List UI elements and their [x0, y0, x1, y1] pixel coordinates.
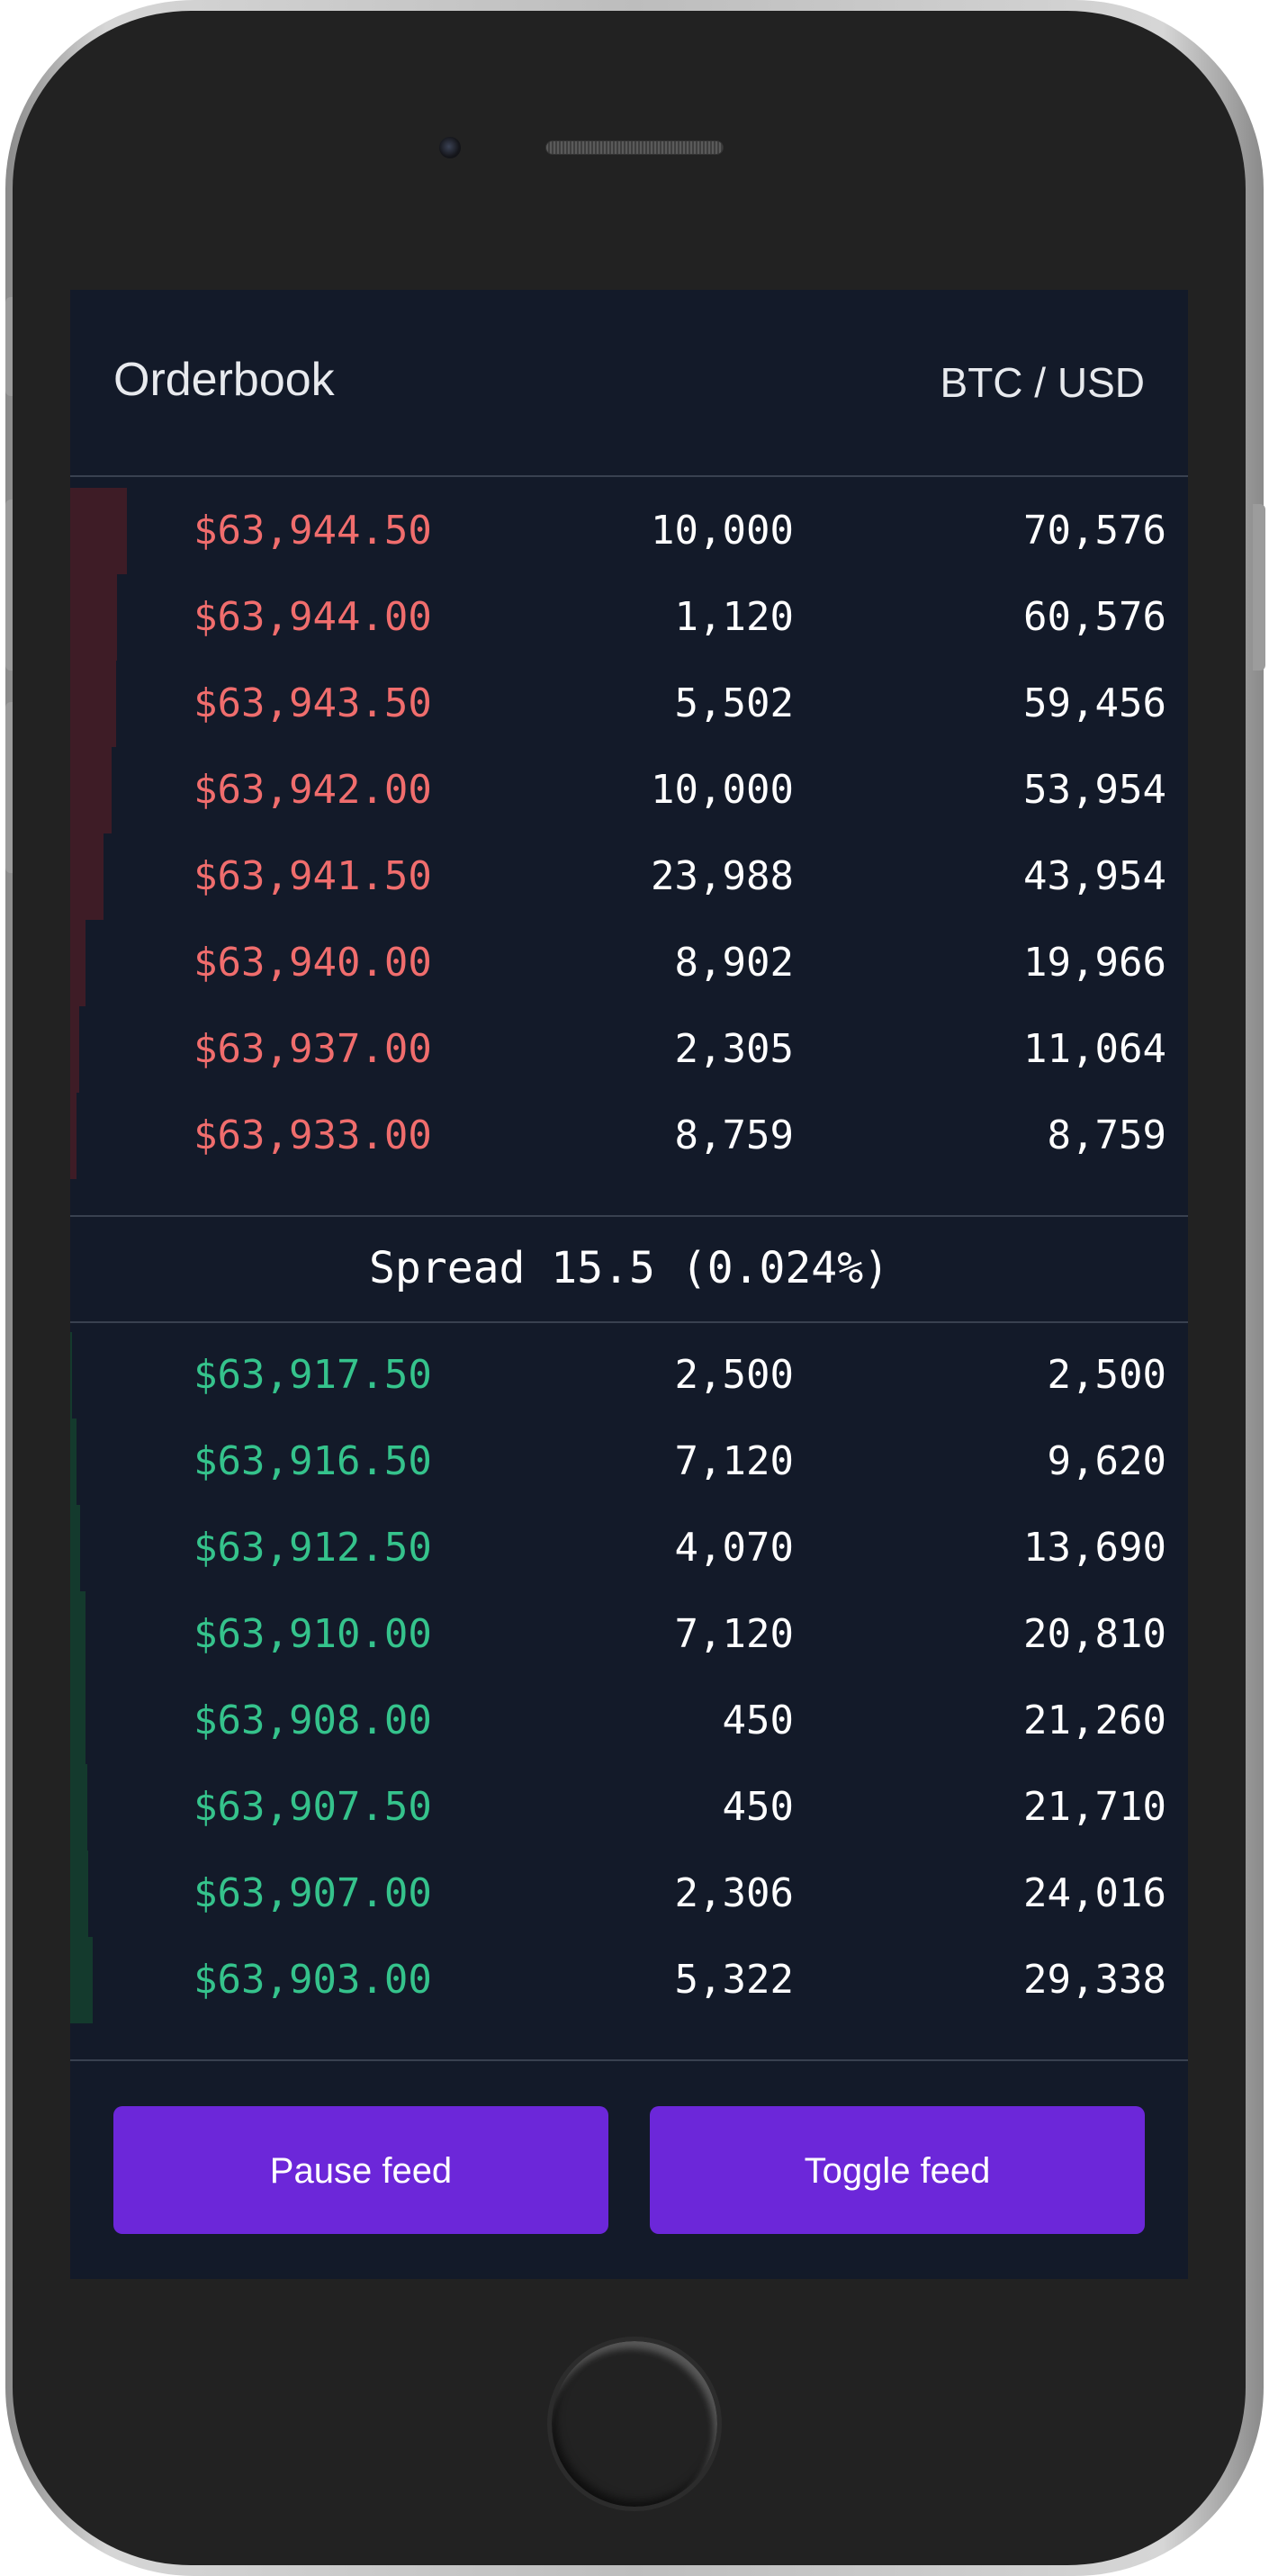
ask-total-cell: 70,576	[1023, 508, 1166, 554]
bid-row: $63,910.00 7,120 20,810	[70, 1591, 1188, 1678]
ask-price-cell: $63,941.50	[194, 853, 432, 899]
bid-price-cell: $63,903.00	[194, 1957, 432, 2003]
bid-row: $63,903.00 5,322 29,338	[70, 1937, 1188, 2023]
ask-total-cell: 60,576	[1023, 594, 1166, 640]
ask-price-cell: $63,940.00	[194, 940, 432, 986]
bid-depth-bar	[70, 1419, 76, 1505]
ask-depth-bar	[70, 661, 116, 747]
bid-price-cell: $63,916.50	[194, 1438, 432, 1484]
ask-depth-bar	[70, 833, 104, 920]
bid-depth-bar	[70, 1937, 93, 2023]
ask-row: $63,940.00 8,902 19,966	[70, 920, 1188, 1006]
ask-row: $63,944.50 10,000 70,576	[70, 488, 1188, 574]
ask-total-cell: 53,954	[1023, 767, 1166, 813]
bid-price-cell: $63,910.00	[194, 1611, 432, 1657]
ask-size-cell: 10,000	[651, 767, 794, 813]
ask-depth-bar	[70, 574, 117, 661]
bid-size-cell: 450	[722, 1784, 794, 1830]
ask-row: $63,933.00 8,759 8,759	[70, 1093, 1188, 1179]
ask-total-cell: 59,456	[1023, 680, 1166, 726]
page-title: Orderbook	[113, 354, 335, 406]
ask-total-cell: 8,759	[1047, 1112, 1166, 1158]
bid-price-cell: $63,912.50	[194, 1525, 432, 1571]
bid-price-cell: $63,907.00	[194, 1870, 432, 1916]
spread-indicator: Spread 15.5 (0.024%)	[70, 1215, 1188, 1323]
ask-size-cell: 1,120	[674, 594, 794, 640]
toggle-feed-button[interactable]: Toggle feed	[650, 2106, 1145, 2234]
bid-total-cell: 21,260	[1023, 1698, 1166, 1743]
orderbook-header: Orderbook BTC / USD	[70, 290, 1188, 477]
ask-row: $63,942.00 10,000 53,954	[70, 747, 1188, 833]
bid-price-cell: $63,907.50	[194, 1784, 432, 1830]
ask-row: $63,943.50 5,502 59,456	[70, 661, 1188, 747]
ask-size-cell: 5,502	[674, 680, 794, 726]
bid-price-cell: $63,917.50	[194, 1352, 432, 1398]
ask-depth-bar	[70, 747, 112, 833]
ask-price-cell: $63,944.50	[194, 508, 432, 554]
ask-depth-bar	[70, 1093, 76, 1179]
ask-price-cell: $63,937.00	[194, 1026, 432, 1072]
ask-depth-bar	[70, 1006, 79, 1093]
bid-depth-bar	[70, 1505, 80, 1591]
bid-total-cell: 13,690	[1023, 1525, 1166, 1571]
bid-depth-bar	[70, 1678, 86, 1764]
ask-price-cell: $63,942.00	[194, 767, 432, 813]
ask-size-cell: 8,759	[674, 1112, 794, 1158]
ask-row: $63,944.00 1,120 60,576	[70, 574, 1188, 661]
bid-total-cell: 24,016	[1023, 1870, 1166, 1916]
bids-list: $63,917.50 2,500 2,500 $63,916.50 7,120 9,620…	[70, 1323, 1188, 2059]
bid-row: $63,912.50 4,070 13,690	[70, 1505, 1188, 1591]
bid-size-cell: 2,306	[674, 1870, 794, 1916]
ask-size-cell: 8,902	[674, 940, 794, 986]
bid-total-cell: 29,338	[1023, 1957, 1166, 2003]
home-button[interactable]	[547, 2337, 722, 2511]
ask-depth-bar	[70, 488, 127, 574]
ask-row: $63,941.50 23,988 43,954	[70, 833, 1188, 920]
bid-total-cell: 9,620	[1047, 1438, 1166, 1484]
ask-total-cell: 19,966	[1023, 940, 1166, 986]
asks-list: $63,944.50 10,000 70,576 $63,944.00 1,120 60,…	[70, 479, 1188, 1215]
bid-depth-bar	[70, 1764, 87, 1851]
bid-row: $63,908.00 450 21,260	[70, 1678, 1188, 1764]
ask-price-cell: $63,943.50	[194, 680, 432, 726]
pause-feed-button[interactable]: Pause feed	[113, 2106, 608, 2234]
earpiece-speaker	[545, 140, 724, 155]
bid-depth-bar	[70, 1332, 72, 1419]
bid-total-cell: 21,710	[1023, 1784, 1166, 1830]
bid-price-cell: $63,908.00	[194, 1698, 432, 1743]
bid-size-cell: 7,120	[674, 1611, 794, 1657]
bid-row: $63,916.50 7,120 9,620	[70, 1419, 1188, 1505]
front-camera	[439, 137, 461, 158]
bid-total-cell: 20,810	[1023, 1611, 1166, 1657]
bid-row: $63,907.00 2,306 24,016	[70, 1851, 1188, 1937]
ask-total-cell: 11,064	[1023, 1026, 1166, 1072]
bid-row: $63,907.50 450 21,710	[70, 1764, 1188, 1851]
orderbook-screen: Orderbook BTC / USD $63,944.50 10,000 70,5…	[70, 290, 1188, 2279]
ask-total-cell: 43,954	[1023, 853, 1166, 899]
bid-size-cell: 7,120	[674, 1438, 794, 1484]
bid-depth-bar	[70, 1591, 86, 1678]
ask-size-cell: 2,305	[674, 1026, 794, 1072]
bid-total-cell: 2,500	[1047, 1352, 1166, 1398]
ask-size-cell: 10,000	[651, 508, 794, 554]
bid-depth-bar	[70, 1851, 88, 1937]
ask-row: $63,937.00 2,305 11,064	[70, 1006, 1188, 1093]
bid-row: $63,917.50 2,500 2,500	[70, 1332, 1188, 1419]
bid-size-cell: 2,500	[674, 1352, 794, 1398]
bid-size-cell: 5,322	[674, 1957, 794, 2003]
bid-size-cell: 4,070	[674, 1525, 794, 1571]
product-pair: BTC / USD	[940, 359, 1145, 406]
power-button	[1253, 504, 1265, 671]
ask-price-cell: $63,944.00	[194, 594, 432, 640]
bid-size-cell: 450	[722, 1698, 794, 1743]
ask-price-cell: $63,933.00	[194, 1112, 432, 1158]
ask-depth-bar	[70, 920, 86, 1006]
ask-size-cell: 23,988	[651, 853, 794, 899]
orderbook-footer: Pause feed Toggle feed	[70, 2059, 1188, 2279]
